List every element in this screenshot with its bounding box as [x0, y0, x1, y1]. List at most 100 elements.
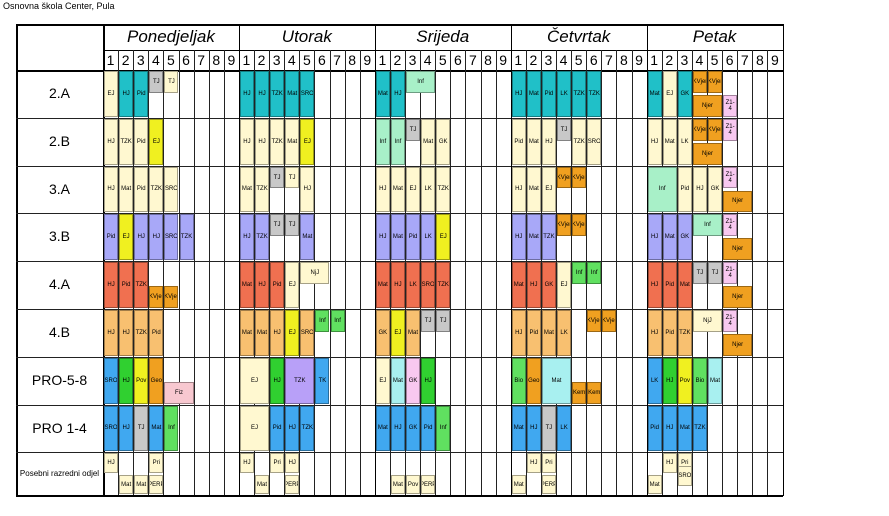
lesson-block[interactable]: Mat: [647, 71, 662, 117]
lesson-block[interactable]: Pid: [662, 262, 677, 308]
lesson-block[interactable]: Mat: [149, 405, 164, 452]
lesson-block[interactable]: Mat: [526, 214, 541, 261]
lesson-block[interactable]: KVjer: [587, 310, 602, 332]
lesson-block[interactable]: TZK: [541, 214, 556, 261]
lesson-block[interactable]: KVjer: [708, 71, 723, 93]
lesson-block[interactable]: Kem: [587, 381, 602, 404]
lesson-block[interactable]: HJ: [239, 71, 254, 117]
lesson-block[interactable]: TJ: [270, 166, 285, 189]
lesson-block[interactable]: SRO: [164, 166, 179, 213]
lesson-block[interactable]: Pid: [541, 71, 556, 117]
lesson-block[interactable]: HJ: [270, 357, 285, 404]
lesson-block[interactable]: HJ: [390, 405, 405, 452]
lesson-block[interactable]: KVjer: [692, 118, 707, 141]
lesson-block[interactable]: TJ: [134, 405, 149, 452]
lesson-block[interactable]: Mat: [526, 118, 541, 165]
lesson-block[interactable]: TZK: [285, 357, 315, 404]
lesson-block[interactable]: Pid: [149, 310, 164, 356]
lesson-block[interactable]: Pid: [119, 262, 134, 308]
lesson-block[interactable]: Mat: [708, 357, 723, 404]
lesson-block[interactable]: TZK: [270, 71, 285, 117]
lesson-block[interactable]: Inf: [315, 310, 330, 332]
lesson-block[interactable]: Z1-4: [723, 214, 738, 237]
lesson-block[interactable]: HJ: [662, 453, 677, 473]
lesson-block[interactable]: Pid: [526, 310, 541, 356]
lesson-block[interactable]: KVjer: [572, 214, 587, 237]
lesson-block[interactable]: Mat: [526, 71, 541, 117]
lesson-block[interactable]: Mat: [239, 310, 254, 356]
lesson-block[interactable]: TJ: [692, 262, 707, 285]
lesson-block[interactable]: TZK: [587, 71, 602, 117]
lesson-block[interactable]: Mat: [119, 474, 134, 495]
lesson-block[interactable]: TZK: [255, 214, 270, 261]
lesson-block[interactable]: Mat: [119, 166, 134, 213]
lesson-block[interactable]: HJ: [104, 453, 119, 473]
lesson-block[interactable]: HJ: [692, 166, 707, 213]
lesson-block[interactable]: HJ: [511, 71, 526, 117]
lesson-block[interactable]: Mat: [526, 166, 541, 213]
lesson-block[interactable]: TJ: [149, 71, 164, 93]
lesson-block[interactable]: Pov: [134, 357, 149, 404]
lesson-block[interactable]: Mat: [421, 118, 436, 165]
lesson-block[interactable]: EJ: [285, 310, 300, 356]
lesson-block[interactable]: LK: [557, 405, 572, 452]
lesson-block[interactable]: EJ: [406, 166, 421, 213]
lesson-block[interactable]: LK: [406, 262, 421, 308]
lesson-block[interactable]: TJ: [541, 405, 556, 452]
lesson-block[interactable]: Bio: [511, 357, 526, 404]
lesson-block[interactable]: KVjer: [557, 166, 572, 189]
lesson-block[interactable]: HJ: [511, 214, 526, 261]
lesson-block[interactable]: Z1-4: [723, 310, 738, 332]
lesson-block[interactable]: Mat: [662, 118, 677, 165]
lesson-block[interactable]: SRO: [104, 357, 119, 404]
lesson-block[interactable]: Mat: [406, 310, 421, 356]
lesson-block[interactable]: Pid: [134, 166, 149, 213]
lesson-block[interactable]: HJ: [647, 262, 662, 308]
lesson-block[interactable]: HJ: [119, 405, 134, 452]
lesson-block[interactable]: TZK: [300, 405, 315, 452]
lesson-block[interactable]: Mat: [285, 118, 300, 165]
lesson-block[interactable]: Inf: [692, 214, 723, 237]
lesson-block[interactable]: Mat: [511, 405, 526, 452]
lesson-block[interactable]: KVjer: [164, 286, 179, 308]
lesson-block[interactable]: Inf: [375, 118, 390, 165]
lesson-block[interactable]: Z1-4: [723, 94, 738, 117]
lesson-block[interactable]: Mat: [677, 262, 692, 308]
lesson-block[interactable]: HJ: [104, 166, 119, 213]
lesson-block[interactable]: TZK: [436, 262, 451, 308]
lesson-block[interactable]: KVjer: [557, 214, 572, 237]
lesson-block[interactable]: TZK: [134, 310, 149, 356]
lesson-block[interactable]: Z1-4: [723, 166, 738, 189]
lesson-block[interactable]: HJ: [119, 357, 134, 404]
lesson-block[interactable]: Mat: [134, 474, 149, 495]
lesson-block[interactable]: Inf: [406, 71, 436, 93]
lesson-block[interactable]: HJ: [119, 71, 134, 117]
lesson-block[interactable]: TZK: [149, 166, 164, 213]
lesson-block[interactable]: EJ: [239, 357, 270, 404]
lesson-block[interactable]: Inf: [572, 262, 587, 285]
lesson-block[interactable]: NjJ: [300, 262, 330, 285]
lesson-block[interactable]: TZK: [134, 262, 149, 308]
lesson-block[interactable]: Pid: [677, 166, 692, 213]
lesson-block[interactable]: Geo: [526, 357, 541, 404]
lesson-block[interactable]: HJ: [511, 310, 526, 356]
lesson-block[interactable]: LK: [557, 310, 572, 356]
lesson-block[interactable]: TZK: [270, 118, 285, 165]
lesson-block[interactable]: GK: [708, 166, 723, 213]
lesson-block[interactable]: Mat: [255, 310, 270, 356]
lesson-block[interactable]: HJ: [285, 405, 300, 452]
lesson-block[interactable]: EJ: [149, 118, 164, 165]
lesson-block[interactable]: KVjer: [602, 310, 617, 332]
lesson-block[interactable]: HJ: [647, 310, 662, 356]
lesson-block[interactable]: GK: [541, 262, 556, 308]
lesson-block[interactable]: HJ: [647, 118, 662, 165]
lesson-block[interactable]: TZK: [572, 71, 587, 117]
lesson-block[interactable]: HJ: [375, 214, 390, 261]
lesson-block[interactable]: PERP: [541, 474, 556, 495]
lesson-block[interactable]: HJ: [421, 357, 436, 404]
lesson-block[interactable]: Pid: [134, 118, 149, 165]
lesson-block[interactable]: Z1-4: [723, 262, 738, 285]
lesson-block[interactable]: Pid: [270, 262, 285, 308]
lesson-block[interactable]: EJ: [119, 214, 134, 261]
lesson-block[interactable]: HJ: [149, 214, 164, 261]
